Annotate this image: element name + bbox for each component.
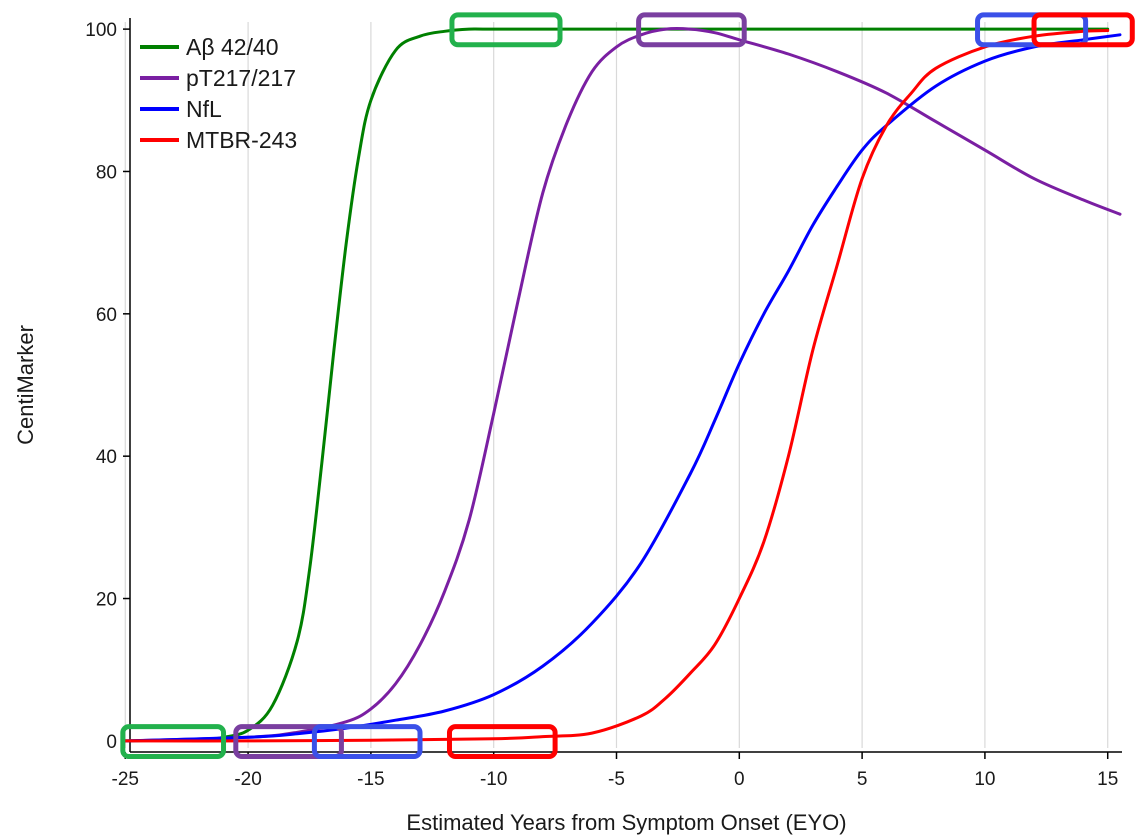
y-tick-label: 100	[85, 20, 117, 41]
axis-ticks: -25 -20 -15 -10 -5 0 5 10 15 0 20 40 60 80 100	[85, 20, 1118, 790]
legend-label-3: MTBR-243	[186, 127, 297, 153]
x-tick-label: -10	[480, 769, 507, 790]
y-tick-label: 20	[96, 590, 117, 611]
highlight-box-7	[1031, 12, 1135, 48]
x-axis-title: Estimated Years from Symptom Onset (EYO)	[406, 810, 846, 835]
legend-label-2: NfL	[186, 96, 222, 122]
x-tick-label: 10	[974, 769, 995, 790]
x-tick-label: 5	[857, 769, 868, 790]
legend-label-1: pT217/217	[186, 65, 296, 91]
axes	[129, 18, 1122, 753]
y-tick-label: 80	[96, 162, 117, 183]
highlight-box-0	[120, 724, 227, 760]
legend-label-0: Aβ 42/40	[186, 34, 279, 60]
highlight-box-3	[446, 724, 558, 760]
highlight-box-4	[449, 12, 563, 48]
y-tick-label: 40	[96, 447, 117, 468]
y-tick-label: 0	[106, 732, 117, 753]
y-tick-label: 60	[96, 305, 117, 326]
series-line-1	[123, 27, 1122, 743]
highlight-box-1	[233, 724, 344, 760]
series-line-3	[123, 29, 1110, 743]
x-tick-label: -5	[608, 769, 625, 790]
highlight-box-2	[311, 724, 423, 760]
x-tick-label: 15	[1097, 769, 1118, 790]
legend: Aβ 42/40 pT217/217 NfL MTBR-243	[140, 34, 297, 153]
highlight-box-5	[636, 12, 747, 48]
y-axis-title: CentiMarker	[13, 325, 38, 445]
x-tick-label: 0	[734, 769, 745, 790]
highlight-box-6	[975, 12, 1089, 48]
x-tick-label: -25	[112, 769, 139, 790]
gridlines	[124, 22, 1109, 748]
x-tick-label: -15	[357, 769, 384, 790]
x-tick-label: -20	[234, 769, 261, 790]
highlight-boxes	[120, 12, 1135, 760]
series-line-2	[123, 33, 1122, 743]
